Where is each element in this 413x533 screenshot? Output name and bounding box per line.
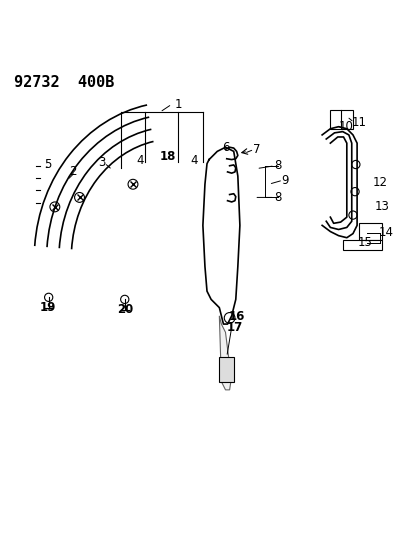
Text: 92732  400B: 92732 400B xyxy=(14,75,114,90)
Text: 12: 12 xyxy=(371,176,386,189)
Text: 10: 10 xyxy=(338,120,353,133)
FancyBboxPatch shape xyxy=(330,110,352,129)
FancyBboxPatch shape xyxy=(219,357,233,382)
Text: 16: 16 xyxy=(228,310,244,323)
Text: 3: 3 xyxy=(98,156,106,169)
Text: 17: 17 xyxy=(226,321,242,334)
FancyBboxPatch shape xyxy=(342,240,381,250)
FancyBboxPatch shape xyxy=(358,223,381,240)
Text: 20: 20 xyxy=(116,303,133,316)
Text: 1: 1 xyxy=(174,98,182,110)
Text: 4: 4 xyxy=(136,154,144,167)
Text: 9: 9 xyxy=(281,174,288,187)
Text: 4: 4 xyxy=(190,154,197,167)
Text: 13: 13 xyxy=(373,200,388,213)
Text: 15: 15 xyxy=(357,236,372,249)
Text: 14: 14 xyxy=(377,227,392,239)
Text: 5: 5 xyxy=(44,158,51,171)
Text: 11: 11 xyxy=(351,116,366,129)
Text: 8: 8 xyxy=(273,191,281,204)
Text: 2: 2 xyxy=(69,165,77,179)
Polygon shape xyxy=(219,316,230,390)
Text: 18: 18 xyxy=(159,150,176,163)
Text: 19: 19 xyxy=(40,301,56,314)
Text: 6: 6 xyxy=(221,141,229,154)
Text: 7: 7 xyxy=(252,143,259,156)
Text: 8: 8 xyxy=(273,159,281,172)
